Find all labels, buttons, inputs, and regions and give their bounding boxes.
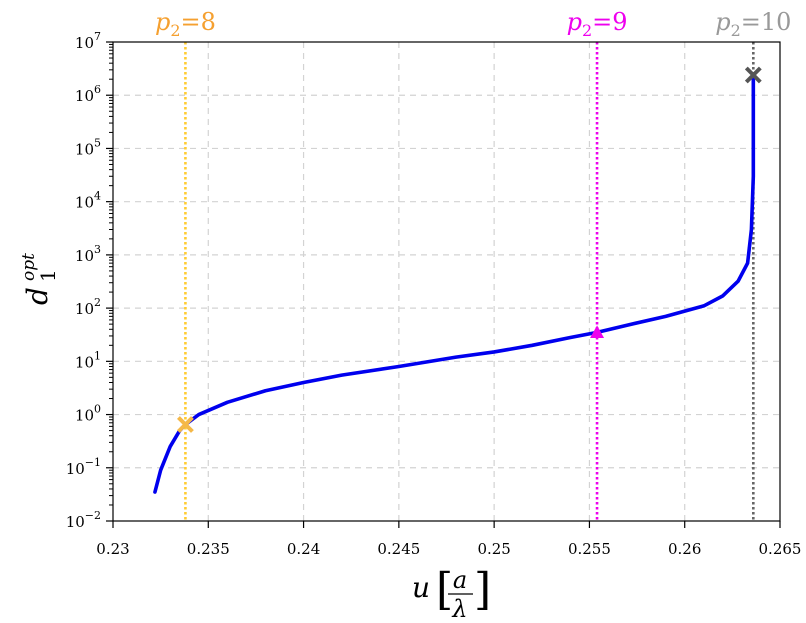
markers (177, 66, 762, 433)
vline-label-0: p2=8 (155, 8, 216, 40)
y-tick-label: 10−2 (66, 509, 101, 531)
y-tick-label: 105 (75, 136, 101, 158)
marker-x-0 (177, 416, 194, 433)
marker-triangle-1 (590, 325, 605, 338)
y-tick-label: 106 (75, 83, 101, 105)
marker-x-2 (744, 66, 762, 84)
x-tick-label: 0.26 (668, 540, 701, 558)
grid (113, 42, 780, 521)
y-axis-label-base: d (21, 287, 54, 305)
y-axis-ticks: 10−2 10−1 100 101 102 103 104 105 106 107 (66, 30, 113, 531)
x-axis-label-numerator: a (453, 566, 467, 594)
vline-label-2: p2=10 (715, 8, 791, 40)
x-axis-label-denominator: λ (451, 595, 467, 623)
plot-frame (112, 41, 781, 522)
y-tick-label: 102 (75, 296, 101, 318)
x-tick-label: 0.245 (377, 540, 420, 558)
x-axis-label-var: u (412, 571, 430, 604)
series-lines (153, 73, 756, 494)
x-tick-label: 0.23 (96, 540, 129, 558)
x-tick-label: 0.25 (477, 540, 510, 558)
y-axis-label: d 1 opt (19, 253, 60, 305)
y-axis-label-subscript: 1 (36, 269, 60, 282)
y-axis-label-superscript: opt (19, 253, 39, 281)
x-tick-label: 0.265 (759, 540, 802, 558)
vertical-line-labels: p2=8 p2=9 p2=10 (155, 8, 791, 40)
series-line-0 (153, 73, 756, 494)
y-tick-label: 104 (75, 190, 101, 212)
vertical-reference-lines (184, 42, 755, 521)
svg-text:[: [ (436, 564, 453, 615)
y-tick-label: 101 (75, 349, 101, 371)
x-tick-label: 0.24 (287, 540, 320, 558)
y-tick-label: 103 (75, 243, 101, 265)
y-tick-label: 10−1 (66, 456, 101, 478)
x-tick-label: 0.255 (568, 540, 611, 558)
y-tick-label: 100 (75, 403, 101, 425)
y-tick-label: 107 (75, 30, 101, 52)
vline-label-1: p2=9 (567, 8, 628, 40)
x-tick-label: 0.235 (187, 540, 230, 558)
x-axis-ticks: 0.23 0.235 0.24 0.245 0.25 0.255 0.26 0.265 (96, 521, 801, 558)
svg-text:]: ] (474, 564, 491, 615)
x-axis-label: u [ a λ ] (412, 564, 491, 623)
